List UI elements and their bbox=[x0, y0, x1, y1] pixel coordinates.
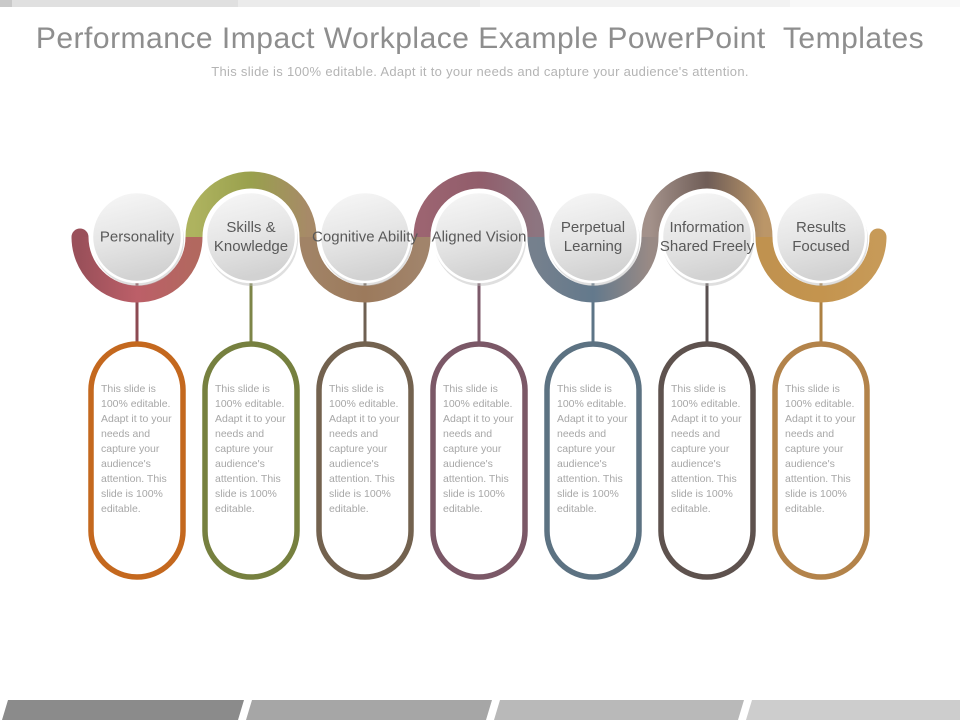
pill-information bbox=[658, 341, 756, 580]
footer-segment-1 bbox=[2, 700, 244, 720]
node-label-skills: Skills & Knowledge bbox=[213, 219, 289, 255]
arc-aligned bbox=[413, 171, 545, 238]
circle-aligned bbox=[432, 190, 526, 284]
page-title: Performance Impact Workplace Example Pow… bbox=[35, 22, 925, 55]
circle-results bbox=[774, 190, 868, 284]
pill-text-aligned: This slide is 100% editable. Adapt it to… bbox=[443, 383, 514, 515]
pill-perpetual bbox=[544, 341, 642, 580]
serpentine-ribbon bbox=[71, 171, 887, 303]
arc-results bbox=[755, 236, 887, 303]
pill-aligned bbox=[430, 341, 528, 580]
node-label-information: Information Shared Freely bbox=[659, 219, 755, 255]
arc-perpetual bbox=[527, 236, 659, 303]
pill-text-personality: This slide is 100% editable. Adapt it to… bbox=[101, 383, 172, 515]
footer-segment-4 bbox=[746, 700, 960, 720]
circle-skills bbox=[204, 190, 298, 284]
node-label-results: Results Focused bbox=[792, 219, 850, 255]
pill-cognitive bbox=[316, 341, 414, 580]
pill-skills bbox=[202, 341, 300, 580]
arc-cognitive bbox=[299, 236, 431, 303]
circle-cognitive bbox=[318, 190, 412, 284]
pill-text-results: This slide is 100% editable. Adapt it to… bbox=[785, 383, 856, 515]
pill-text-skills: This slide is 100% editable. Adapt it to… bbox=[215, 383, 286, 515]
node-label-cognitive: Cognitive Ability bbox=[312, 228, 418, 246]
footer-bar bbox=[2, 700, 960, 720]
node-label-aligned: Aligned Vision bbox=[431, 228, 527, 246]
pill-text-cognitive: This slide is 100% editable. Adapt it to… bbox=[329, 383, 400, 515]
pill-text-information: This slide is 100% editable. Adapt it to… bbox=[671, 383, 742, 515]
pill-outlines bbox=[88, 341, 870, 580]
circle-personality bbox=[90, 190, 184, 284]
page-subtitle: This slide is 100% editable. Adapt it to… bbox=[211, 64, 749, 79]
arc-personality bbox=[71, 236, 203, 303]
arc-skills bbox=[185, 171, 317, 238]
node-label-personality: Personality bbox=[99, 228, 175, 246]
node-circles bbox=[90, 190, 868, 286]
circle-perpetual bbox=[546, 190, 640, 284]
arc-information bbox=[641, 171, 773, 238]
pill-results bbox=[772, 341, 870, 580]
top-accent-bar bbox=[0, 0, 960, 7]
pill-personality bbox=[88, 341, 186, 580]
node-label-perpetual: Perpetual Learning bbox=[560, 219, 626, 255]
footer-segment-2 bbox=[246, 700, 492, 720]
circle-information bbox=[660, 190, 754, 284]
pill-text-perpetual: This slide is 100% editable. Adapt it to… bbox=[557, 383, 628, 515]
footer-segment-3 bbox=[494, 700, 744, 720]
connector-lines bbox=[135, 280, 823, 346]
